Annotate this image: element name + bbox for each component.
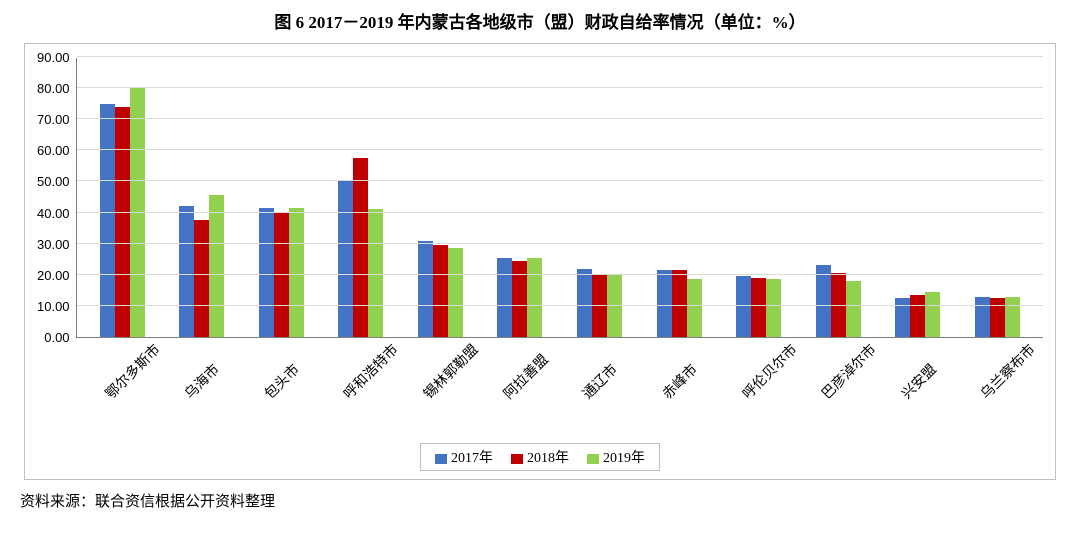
- x-label: 阿拉善盟: [498, 333, 568, 403]
- legend-label: 2017年: [451, 451, 493, 466]
- bar-group: [418, 241, 463, 337]
- bar: [657, 270, 672, 337]
- legend: 2017年 2018年 2019年: [420, 443, 660, 471]
- bar: [975, 297, 990, 337]
- x-label: 兴安盟: [896, 333, 966, 403]
- bar-group: [657, 270, 702, 337]
- legend-swatch: [587, 454, 599, 464]
- grid-line: [77, 243, 1043, 244]
- bar: [592, 275, 607, 337]
- bar-group: [816, 265, 861, 337]
- bar-group: [338, 158, 383, 337]
- grid-line: [77, 212, 1043, 213]
- bar: [607, 275, 622, 337]
- bar-group: [179, 195, 224, 337]
- grid-line: [77, 87, 1043, 88]
- bar: [925, 292, 940, 337]
- bar: [527, 258, 542, 337]
- x-label: 呼伦贝尔市: [737, 333, 807, 403]
- bar: [497, 258, 512, 337]
- bar: [766, 279, 781, 337]
- chart-frame: 90.0080.0070.0060.0050.0040.0030.0020.00…: [24, 43, 1056, 480]
- bar: [100, 104, 115, 337]
- legend-label: 2019年: [603, 451, 645, 466]
- grid-line: [77, 274, 1043, 275]
- bar-group: [895, 292, 940, 337]
- grid-line: [77, 305, 1043, 306]
- bar: [115, 107, 130, 337]
- x-label: 锡林郭勒盟: [419, 333, 489, 403]
- bar: [448, 248, 463, 337]
- bar: [751, 278, 766, 337]
- bar: [433, 245, 448, 337]
- bar: [338, 181, 353, 337]
- bar: [846, 281, 861, 337]
- x-label: 乌兰察布市: [976, 333, 1046, 403]
- legend-label: 2018年: [527, 451, 569, 466]
- x-label: 乌海市: [180, 333, 250, 403]
- grid-line: [77, 149, 1043, 150]
- bar: [910, 295, 925, 337]
- legend-item: 2018年: [511, 447, 569, 467]
- bar: [179, 206, 194, 337]
- bar: [816, 265, 831, 337]
- bar: [1005, 297, 1020, 337]
- legend-item: 2019年: [587, 447, 645, 467]
- legend-item: 2017年: [435, 447, 493, 467]
- bar-group: [497, 258, 542, 337]
- bar-group: [577, 269, 622, 337]
- bar: [353, 158, 368, 337]
- bar-group: [975, 297, 1020, 337]
- bar: [209, 195, 224, 337]
- x-label: 巴彦淖尔市: [817, 333, 887, 403]
- bar-group: [259, 208, 304, 337]
- x-label: 通辽市: [578, 333, 648, 403]
- bar: [512, 261, 527, 337]
- bar: [418, 241, 433, 337]
- x-label: 赤峰市: [658, 333, 728, 403]
- bar-group: [736, 276, 781, 337]
- bar: [577, 269, 592, 337]
- x-label: 呼和浩特市: [339, 333, 409, 403]
- x-label: 鄂尔多斯市: [100, 333, 170, 403]
- plot-area: [76, 58, 1043, 338]
- bar-group: [100, 88, 145, 337]
- bar: [259, 208, 274, 337]
- bar: [687, 279, 702, 337]
- bar-groups: [77, 58, 1043, 337]
- legend-wrap: 2017年 2018年 2019年: [37, 443, 1043, 471]
- bar: [194, 220, 209, 337]
- legend-swatch: [511, 454, 523, 464]
- bar: [274, 213, 289, 337]
- bar: [672, 270, 687, 337]
- chart-title: 图 6 2017－2019 年内蒙古各地级市（盟）财政自给率情况（单位：%）: [0, 0, 1080, 39]
- legend-swatch: [435, 454, 447, 464]
- x-axis-labels: 鄂尔多斯市乌海市包头市呼和浩特市锡林郭勒盟阿拉善盟通辽市赤峰市呼伦贝尔市巴彦淖尔…: [76, 338, 1043, 433]
- grid-line: [77, 180, 1043, 181]
- x-label: 包头市: [259, 333, 329, 403]
- plot-wrap: 90.0080.0070.0060.0050.0040.0030.0020.00…: [37, 58, 1043, 433]
- bar: [289, 208, 304, 337]
- bar: [736, 276, 751, 337]
- y-axis: 90.0080.0070.0060.0050.0040.0030.0020.00…: [37, 58, 76, 338]
- bar: [130, 88, 145, 337]
- grid-line: [77, 118, 1043, 119]
- source-text: 资料来源：联合资信根据公开资料整理: [20, 490, 1060, 511]
- grid-line: [77, 56, 1043, 57]
